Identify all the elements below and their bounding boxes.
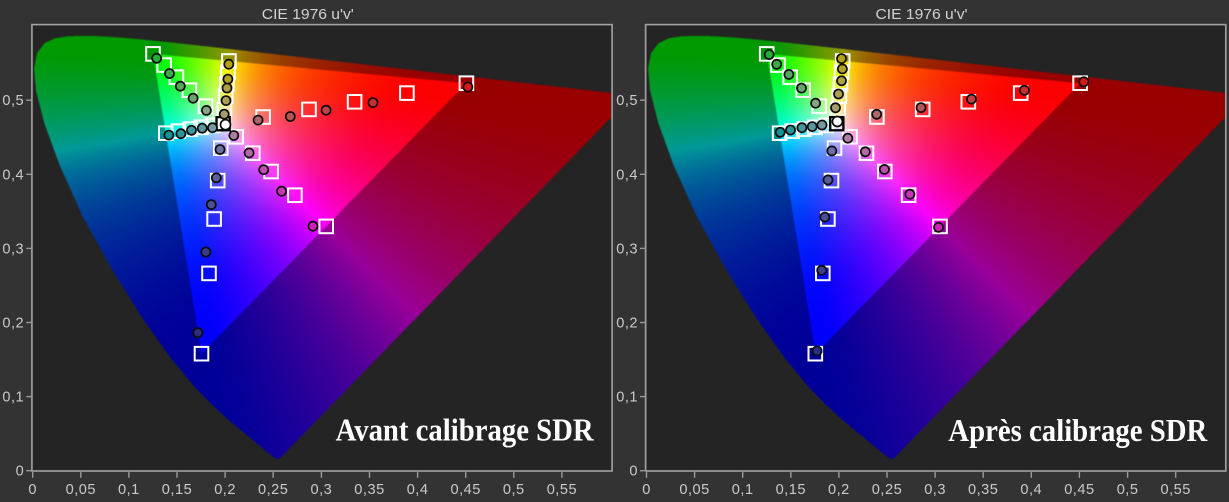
svg-text:0,1: 0,1 (2, 390, 24, 406)
svg-text:0,45: 0,45 (450, 482, 480, 498)
svg-text:0,5: 0,5 (616, 93, 638, 109)
svg-text:0,5: 0,5 (2, 93, 24, 109)
svg-text:0,3: 0,3 (924, 482, 946, 498)
svg-text:0,45: 0,45 (1064, 482, 1094, 498)
svg-text:Après calibrage SDR: Après calibrage SDR (948, 413, 1208, 448)
svg-text:0,25: 0,25 (872, 482, 902, 498)
svg-text:0,25: 0,25 (258, 482, 288, 498)
svg-text:0,05: 0,05 (66, 482, 96, 498)
svg-text:0,2: 0,2 (828, 482, 850, 498)
svg-text:0,15: 0,15 (776, 482, 806, 498)
svg-text:0: 0 (629, 464, 638, 480)
svg-text:0,55: 0,55 (547, 482, 577, 498)
svg-text:CIE 1976 u'v': CIE 1976 u'v' (262, 6, 354, 23)
svg-text:0,55: 0,55 (1160, 482, 1190, 498)
svg-text:0,1: 0,1 (118, 482, 140, 498)
svg-text:0,1: 0,1 (616, 390, 638, 406)
svg-text:CIE 1976 u'v': CIE 1976 u'v' (876, 6, 968, 23)
svg-text:0,4: 0,4 (407, 482, 429, 498)
svg-text:0,4: 0,4 (2, 167, 24, 183)
svg-text:0,05: 0,05 (679, 482, 709, 498)
svg-text:0,2: 0,2 (214, 482, 236, 498)
svg-text:0,2: 0,2 (616, 316, 638, 332)
svg-text:0,35: 0,35 (354, 482, 384, 498)
svg-text:0,2: 0,2 (2, 316, 24, 332)
svg-text:0: 0 (642, 482, 651, 498)
svg-text:Avant calibrage SDR: Avant calibrage SDR (336, 413, 595, 448)
svg-text:0,1: 0,1 (732, 482, 754, 498)
svg-text:0,5: 0,5 (1117, 482, 1139, 498)
svg-text:0,3: 0,3 (311, 482, 333, 498)
svg-text:0,35: 0,35 (968, 482, 998, 498)
svg-text:0,5: 0,5 (503, 482, 525, 498)
svg-text:0,3: 0,3 (2, 241, 24, 257)
svg-text:0: 0 (16, 464, 25, 480)
svg-text:0,3: 0,3 (616, 241, 638, 257)
svg-text:0,4: 0,4 (616, 167, 638, 183)
svg-text:0,4: 0,4 (1020, 482, 1042, 498)
svg-text:0: 0 (28, 482, 37, 498)
svg-text:0,15: 0,15 (162, 482, 192, 498)
